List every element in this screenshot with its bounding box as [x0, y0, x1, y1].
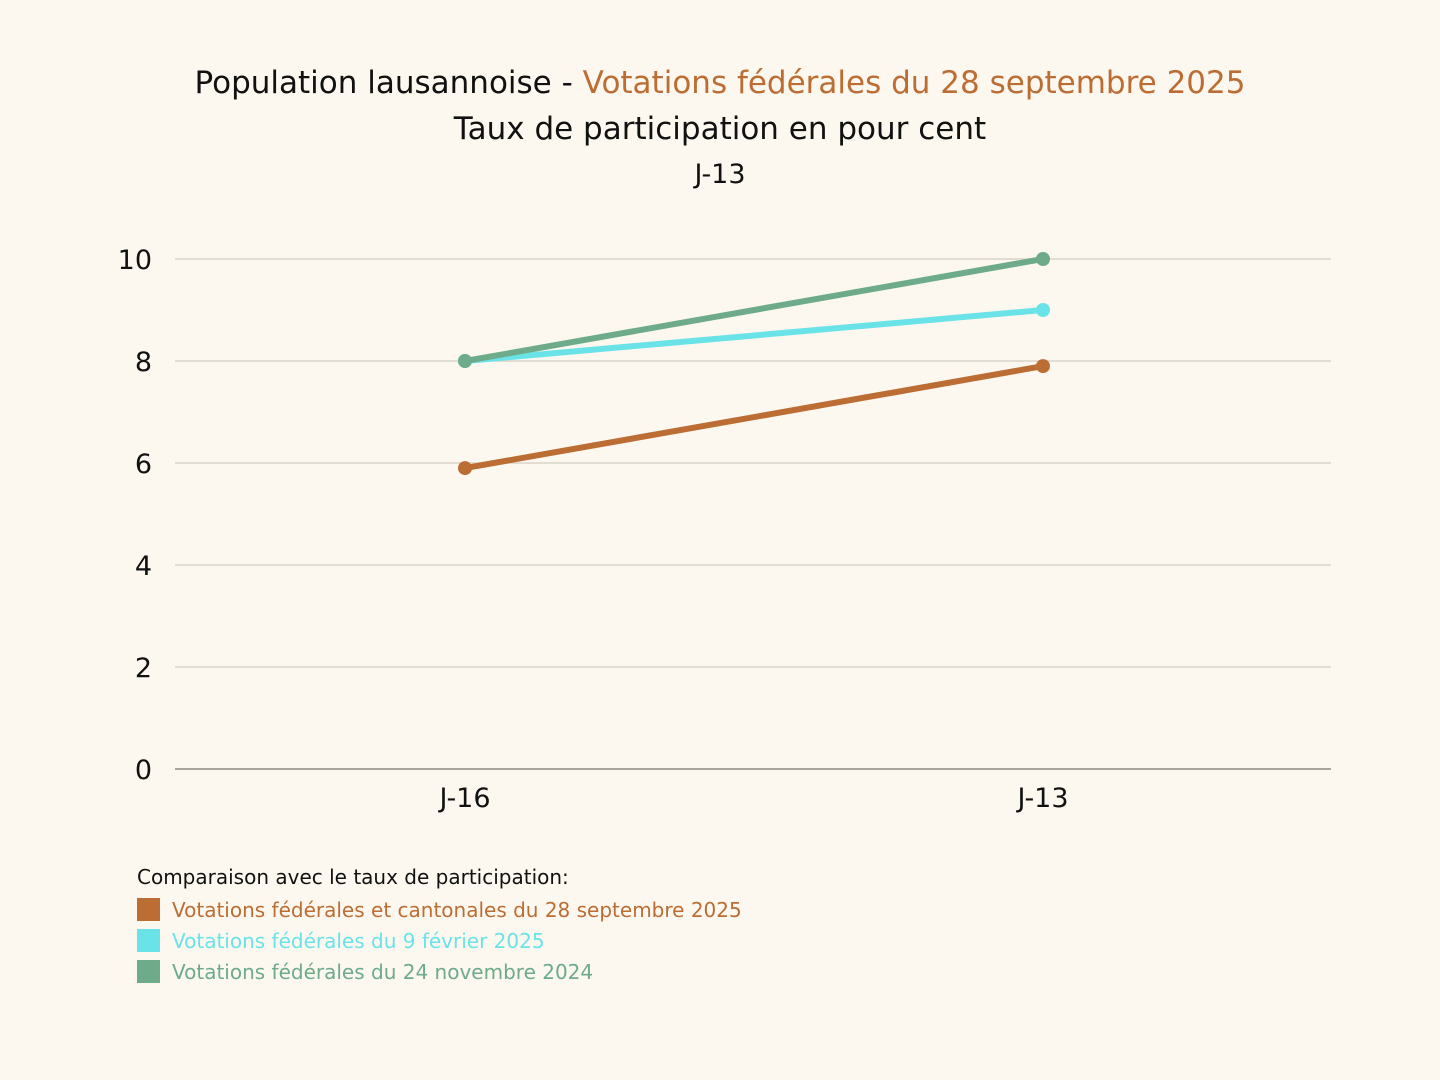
y-tick-label: 4: [135, 551, 152, 582]
data-point: [458, 354, 472, 368]
chart-subtitle: Taux de participation en pour cent: [453, 111, 987, 147]
legend-label: Votations fédérales du 9 février 2025: [172, 928, 545, 953]
legend-swatch: [137, 929, 160, 952]
series-line-2: [462, 256, 1046, 364]
legend-swatch: [137, 898, 160, 921]
data-point: [1036, 252, 1050, 266]
legend-label: Votations fédérales et cantonales du 28 …: [172, 897, 742, 922]
series-line-1: [462, 307, 1046, 364]
legend-item-feb-2025: Votations fédérales du 9 février 2025: [137, 925, 742, 956]
legend: Comparaison avec le taux de participatio…: [137, 862, 742, 987]
legend-title: Comparaison avec le taux de participatio…: [137, 865, 569, 889]
chart-title: Population lausannoise - Votations fédér…: [0, 60, 1440, 106]
x-tick-label: J-16: [437, 783, 490, 814]
y-tick-label: 2: [135, 653, 152, 684]
y-tick-label: 0: [135, 755, 152, 786]
legend-swatch: [137, 960, 160, 983]
y-tick-label: 8: [135, 347, 152, 378]
series-line-0: [462, 363, 1046, 472]
data-point: [458, 461, 472, 476]
x-tick-label: J-13: [1015, 783, 1068, 814]
y-tick-label: 10: [118, 245, 152, 276]
chart-titles: Population lausannoise - Votations fédér…: [0, 60, 1440, 198]
chart-title-prefix: Population lausannoise -: [194, 65, 583, 101]
chart-subtitle-period: J-13: [694, 159, 746, 190]
data-point: [1036, 359, 1050, 374]
legend-item-sept-2025: Votations fédérales et cantonales du 28 …: [137, 894, 742, 925]
legend-label: Votations fédérales du 24 novembre 2024: [172, 959, 594, 984]
y-tick-label: 6: [135, 449, 152, 480]
data-point: [1036, 303, 1050, 317]
legend-item-nov-2024: Votations fédérales du 24 novembre 2024: [137, 956, 742, 987]
chart-title-highlight: Votations fédérales du 28 septembre 2025: [582, 65, 1246, 101]
